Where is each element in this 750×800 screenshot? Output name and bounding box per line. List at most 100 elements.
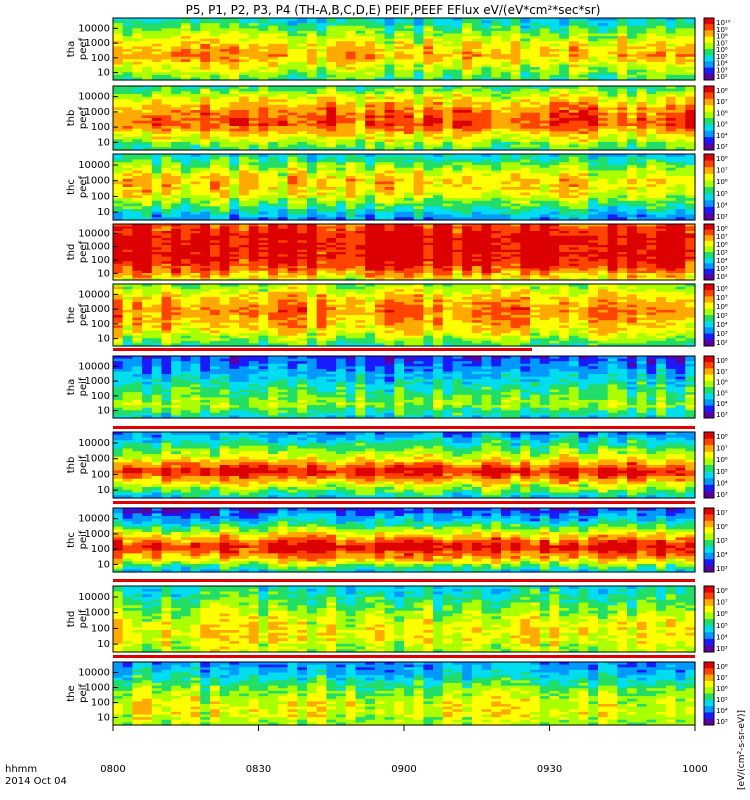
heat-cell xyxy=(413,102,424,106)
heat-cell xyxy=(539,147,551,151)
heat-cell xyxy=(501,33,512,37)
heat-cell xyxy=(171,69,182,73)
heat-cell xyxy=(491,112,502,116)
heat-cell xyxy=(190,107,201,111)
heat-cell xyxy=(307,120,318,124)
heat-cell xyxy=(122,134,133,138)
heat-cell xyxy=(481,128,492,132)
heat-cell xyxy=(374,94,386,98)
heat-cell xyxy=(132,144,143,148)
heat-cell xyxy=(510,20,521,24)
heat-cell xyxy=(423,74,434,79)
heat-cell xyxy=(219,43,230,48)
heat-cell xyxy=(297,112,308,116)
heat-cell xyxy=(258,102,269,106)
heat-cell xyxy=(501,112,512,116)
heat-cell xyxy=(151,126,163,130)
heat-cell xyxy=(210,118,221,122)
heat-cell xyxy=(161,107,172,111)
heat-cell xyxy=(268,49,279,53)
heat-cell xyxy=(539,43,551,48)
heat-cell xyxy=(171,91,182,95)
heat-cell xyxy=(559,102,570,106)
heat-cell xyxy=(200,69,211,73)
heat-cell xyxy=(345,86,357,90)
heat-cell xyxy=(471,23,483,27)
heat-cell xyxy=(316,115,327,119)
heat-cell xyxy=(413,128,424,132)
heat-cell xyxy=(336,91,347,95)
heat-cell xyxy=(442,69,454,73)
heat-cell xyxy=(452,136,463,140)
heat-cell xyxy=(180,94,192,98)
heat-cell xyxy=(656,69,667,73)
heat-cell xyxy=(113,118,124,122)
heat-cell xyxy=(471,126,483,130)
heat-cell xyxy=(297,54,308,58)
heat-cell xyxy=(520,142,531,146)
heat-cell xyxy=(161,74,172,79)
heat-cell xyxy=(151,18,163,22)
heat-cell xyxy=(462,99,473,103)
heat-cell xyxy=(239,104,250,108)
heat-cell xyxy=(452,94,463,98)
heat-cell xyxy=(665,77,677,81)
heat-cell xyxy=(142,69,153,73)
heat-cell xyxy=(394,91,405,95)
heat-cell xyxy=(161,69,172,73)
heat-cell xyxy=(258,38,269,42)
heat-cell xyxy=(481,56,492,60)
colorbar-swatch xyxy=(704,140,714,145)
heat-cell xyxy=(384,77,395,81)
heat-cell xyxy=(336,49,347,53)
heat-cell xyxy=(404,77,415,81)
heat-cell xyxy=(180,107,192,111)
heat-cell xyxy=(685,49,696,53)
heat-cell xyxy=(374,64,386,68)
heat-cell xyxy=(132,120,143,124)
heat-cell xyxy=(336,23,347,27)
heat-cell xyxy=(161,120,172,124)
heat-cell xyxy=(462,126,473,130)
heat-cell xyxy=(549,49,560,53)
heat-cell xyxy=(122,61,133,66)
heat-cell xyxy=(307,126,318,130)
heat-cell xyxy=(287,94,298,98)
heat-cell xyxy=(239,59,250,63)
heat-cell xyxy=(423,51,434,55)
heat-cell xyxy=(180,23,192,27)
heat-cell xyxy=(239,139,250,143)
heat-cell xyxy=(316,49,327,53)
heat-cell xyxy=(345,30,357,35)
heat-cell xyxy=(413,139,424,143)
heat-cell xyxy=(423,30,434,35)
heat-cell xyxy=(510,72,521,76)
heat-cell xyxy=(374,36,386,40)
heat-cell xyxy=(113,23,124,27)
heat-cell xyxy=(190,94,201,98)
heat-cell xyxy=(530,102,541,106)
heat-cell xyxy=(248,126,260,130)
heat-cell xyxy=(404,38,415,42)
heat-cell xyxy=(277,18,289,22)
heat-cell xyxy=(365,136,376,140)
heat-cell xyxy=(675,77,686,81)
heat-cell xyxy=(345,144,357,148)
heat-cell xyxy=(248,69,260,73)
heat-cell xyxy=(277,139,289,143)
heat-cell xyxy=(345,147,357,151)
heat-cell xyxy=(258,96,269,100)
heat-cell xyxy=(568,104,580,108)
heat-cell xyxy=(549,94,560,98)
heat-cell xyxy=(530,126,541,130)
colorbar-tick-label: 10⁶ xyxy=(716,109,728,117)
heat-cell xyxy=(481,139,492,143)
heat-cell xyxy=(471,59,483,63)
colorbar-swatch xyxy=(704,36,714,41)
heat-cell xyxy=(326,23,337,27)
heat-cell xyxy=(520,51,531,55)
heat-cell xyxy=(568,96,580,100)
heat-cell xyxy=(297,56,308,60)
heat-cell xyxy=(277,59,289,63)
heat-cell xyxy=(239,131,250,135)
